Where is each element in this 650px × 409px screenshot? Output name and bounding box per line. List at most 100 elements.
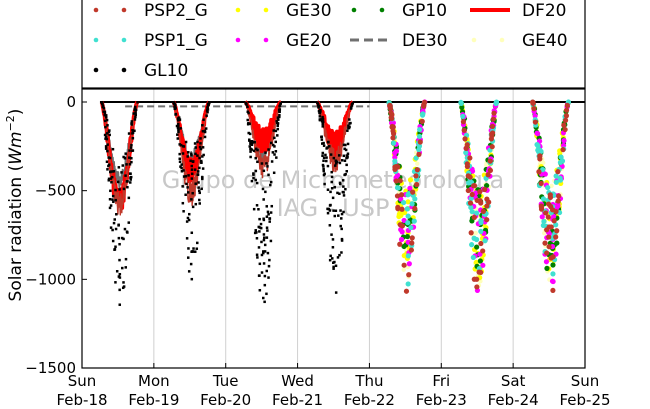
series-gl10-point bbox=[254, 229, 257, 232]
series-gl10-point bbox=[277, 118, 280, 121]
series-gl10-point bbox=[259, 222, 263, 226]
series-gl10-point bbox=[244, 102, 248, 106]
series-gl10-point bbox=[196, 154, 199, 157]
series-psp2g-point bbox=[490, 116, 497, 122]
series-gl10-point bbox=[332, 267, 335, 270]
series-gl10-point bbox=[177, 122, 180, 126]
series-psp2g-point bbox=[562, 117, 569, 123]
series-gl10-point bbox=[134, 109, 137, 112]
series-gl10-point bbox=[345, 156, 348, 160]
series-psp2g-curve bbox=[244, 101, 282, 179]
series-gl10-point bbox=[266, 251, 270, 255]
series-gl10-point bbox=[267, 173, 270, 177]
series-gl10-point bbox=[122, 285, 126, 288]
series-gl10-point bbox=[121, 164, 125, 167]
series-gl10-point bbox=[188, 212, 191, 216]
series-gl10-point bbox=[338, 192, 341, 195]
series-gl10-point bbox=[133, 129, 136, 133]
series-gl10-point bbox=[130, 122, 133, 125]
series-gl10-point bbox=[269, 180, 273, 184]
series-gl10-point bbox=[176, 137, 180, 140]
series-psp2g-point bbox=[471, 183, 477, 189]
series-psp1g-point bbox=[470, 254, 476, 261]
series-psp2g-point bbox=[555, 169, 561, 175]
series-gl10-point bbox=[124, 174, 127, 177]
series-gl10-point bbox=[274, 140, 277, 144]
series-gl10-point bbox=[262, 169, 266, 173]
x-tick-label-date: Feb-25 bbox=[559, 391, 610, 409]
series-ge20-point bbox=[392, 154, 398, 160]
series-gl10-point bbox=[330, 233, 333, 236]
series-gl10-point bbox=[185, 182, 188, 186]
series-gl10-point bbox=[262, 296, 265, 300]
series-gl10-point bbox=[185, 220, 189, 223]
series-psp2g-point bbox=[544, 250, 550, 256]
series-gl10-point bbox=[196, 173, 200, 176]
series-gl10-point bbox=[177, 128, 180, 132]
series-psp1g-point bbox=[471, 235, 477, 241]
series-gl10-point bbox=[258, 230, 261, 233]
series-gl10-point bbox=[130, 143, 133, 147]
series-gl10-point bbox=[348, 122, 351, 125]
series-psp2g-point bbox=[417, 139, 423, 145]
series-psp2g-point bbox=[394, 193, 401, 199]
series-psp1g-point bbox=[405, 281, 411, 287]
legend-label: PSP1_G bbox=[144, 31, 208, 51]
series-gl10-point bbox=[181, 152, 185, 155]
series-gl10-point bbox=[173, 105, 176, 109]
series-gl10-point bbox=[103, 119, 107, 123]
series-gl10-point bbox=[347, 124, 350, 128]
x-tick-label-day: Sat bbox=[501, 372, 526, 390]
series-gl10-point bbox=[208, 101, 211, 104]
series-gl10-point bbox=[177, 116, 181, 119]
series-gl10-point bbox=[113, 218, 116, 221]
series-gl10-point bbox=[118, 258, 121, 262]
y-label-main: Solar radiation ( bbox=[6, 165, 26, 302]
series-gl10-point bbox=[112, 200, 115, 204]
series-psp2g-point bbox=[551, 218, 557, 224]
series-gl10-point bbox=[206, 102, 210, 106]
series-gl10-point bbox=[125, 163, 128, 166]
series-gl10-point bbox=[333, 214, 337, 218]
series-psp2g-point bbox=[485, 172, 491, 178]
series-gl10-point bbox=[129, 146, 133, 149]
series-gl10-point bbox=[340, 217, 343, 220]
series-gl10-point bbox=[101, 104, 105, 108]
series-gl10-point bbox=[342, 154, 346, 158]
series-gl10-point bbox=[248, 145, 252, 148]
series-gl10-point bbox=[202, 118, 205, 121]
series-gl10-point bbox=[262, 236, 266, 239]
series-gl10-point bbox=[263, 274, 267, 278]
series-gl10-point bbox=[269, 183, 272, 187]
series-gl10-point bbox=[320, 135, 323, 138]
series-gp10-point bbox=[459, 104, 465, 110]
legend-item-de30: DE30 bbox=[350, 31, 447, 51]
series-gl10-point bbox=[114, 281, 117, 284]
series-gl10-point bbox=[319, 118, 323, 121]
series-ge30-point bbox=[473, 259, 479, 266]
series-gl10-point bbox=[204, 127, 208, 130]
series-gl10-point bbox=[317, 109, 321, 113]
series-gp10-point bbox=[550, 262, 556, 268]
series-psp1g-point bbox=[469, 242, 475, 248]
series-psp1g-point bbox=[553, 173, 559, 179]
series-gl10-point bbox=[124, 266, 128, 269]
series-psp2g-point bbox=[467, 200, 474, 206]
series-gl10-point bbox=[118, 242, 121, 246]
series-gl10-point bbox=[337, 154, 341, 157]
series-psp1g-point bbox=[420, 111, 426, 117]
series-gl10-point bbox=[187, 247, 190, 250]
series-psp2g-point bbox=[401, 262, 407, 268]
series-gl10-point bbox=[176, 126, 180, 130]
series-gl10-point bbox=[123, 156, 127, 160]
series-gl10-point bbox=[342, 185, 345, 188]
series-psp2g-point bbox=[465, 187, 471, 194]
series-gl10-point bbox=[189, 159, 192, 163]
legend-label: DF20 bbox=[522, 1, 567, 21]
series-gl10-point bbox=[344, 187, 347, 191]
series-gl10-point bbox=[194, 250, 197, 253]
series-gl10-point bbox=[107, 177, 111, 181]
series-gl10-point bbox=[255, 231, 258, 234]
series-gl10-point bbox=[178, 160, 182, 164]
series-gl10-point bbox=[263, 283, 267, 287]
